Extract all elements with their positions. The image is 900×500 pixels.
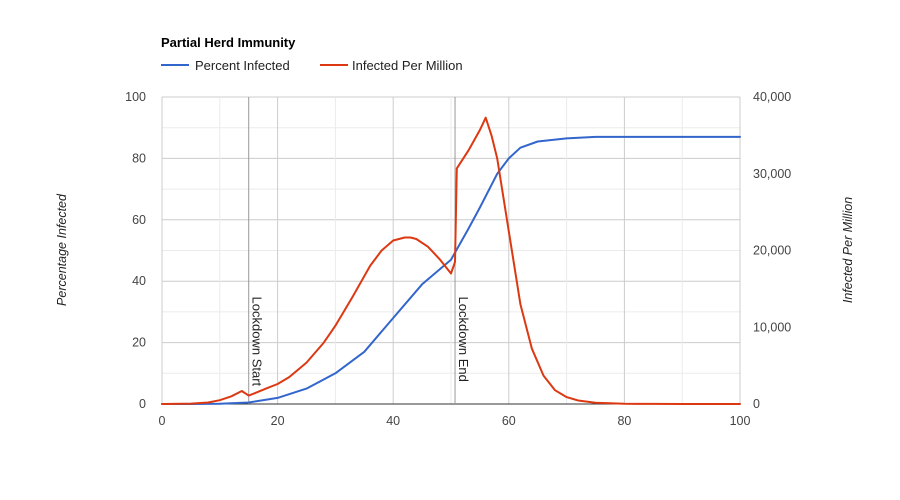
y2-tick-label: 10,000 bbox=[753, 320, 791, 334]
x-tick-label: 0 bbox=[159, 414, 166, 428]
y2-tick-label: 20,000 bbox=[753, 244, 791, 258]
y2-axis-title: Infected Per Million bbox=[841, 197, 855, 303]
annotation-label: Lockdown End bbox=[456, 297, 471, 382]
annotations: Lockdown Start Lockdown End bbox=[248, 97, 471, 404]
x-tick-label: 40 bbox=[386, 414, 400, 428]
legend-label-infected-per-million[interactable]: Infected Per Million bbox=[352, 58, 463, 73]
x-tick-label: 80 bbox=[617, 414, 631, 428]
x-tick-label: 60 bbox=[502, 414, 516, 428]
x-tick-label: 100 bbox=[730, 414, 751, 428]
legend[interactable]: Percent Infected Infected Per Million bbox=[161, 58, 463, 73]
series-lines bbox=[161, 116, 741, 405]
y-tick-label: 60 bbox=[132, 213, 146, 227]
series-line-percent-infected[interactable] bbox=[161, 135, 741, 405]
y-tick-label: 20 bbox=[132, 336, 146, 350]
annotation-label: Lockdown Start bbox=[250, 297, 265, 387]
y2-tick-label: 0 bbox=[753, 397, 760, 411]
y-tick-label: 0 bbox=[139, 397, 146, 411]
legend-label-percent-infected[interactable]: Percent Infected bbox=[195, 58, 290, 73]
y2-tick-label: 30,000 bbox=[753, 167, 791, 181]
y-axis-title: Percentage Infected bbox=[55, 193, 69, 306]
chart-title: Partial Herd Immunity bbox=[161, 35, 296, 50]
y-tick-label: 40 bbox=[132, 274, 146, 288]
y-tick-label: 100 bbox=[125, 90, 146, 104]
x-tick-label: 20 bbox=[271, 414, 285, 428]
tick-labels: 0 20 40 60 80 100020406080100010,00020,00030,… bbox=[125, 90, 791, 428]
y2-tick-label: 40,000 bbox=[753, 90, 791, 104]
gridlines bbox=[161, 96, 741, 405]
y-tick-label: 80 bbox=[132, 151, 146, 165]
series-line-infected-per-million[interactable] bbox=[161, 116, 741, 405]
